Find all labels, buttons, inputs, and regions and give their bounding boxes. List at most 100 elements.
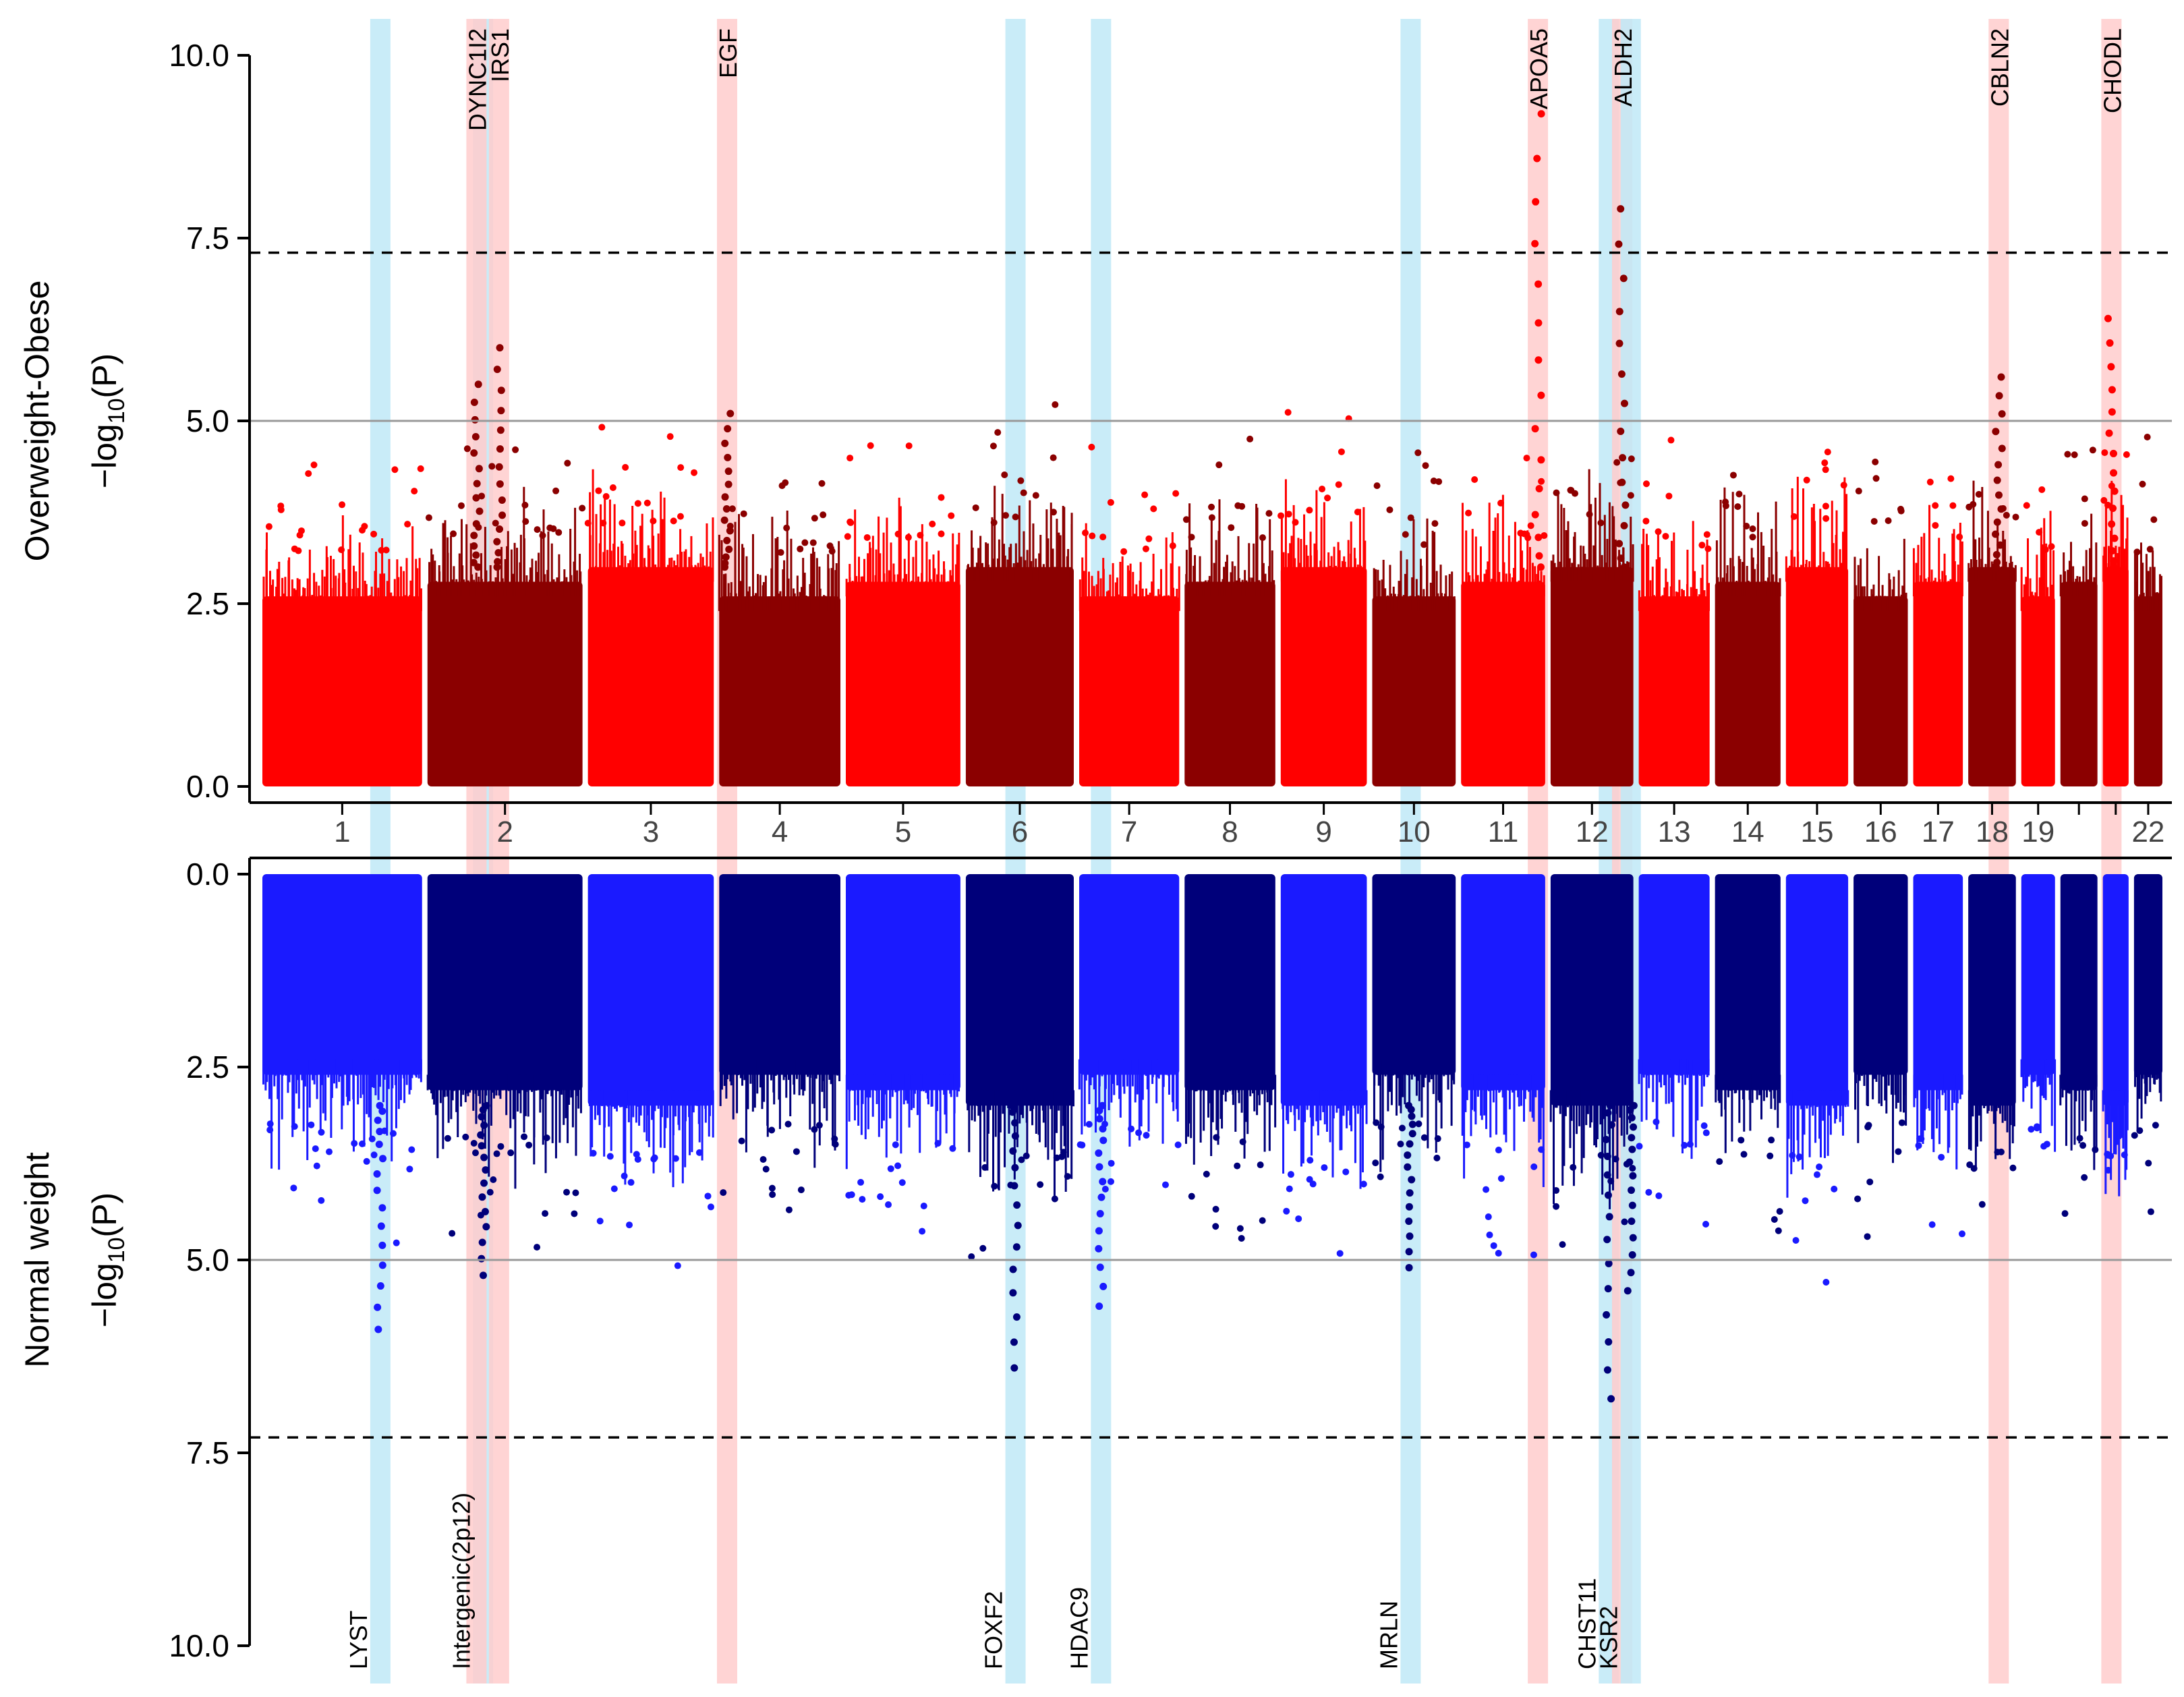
chromosome-6-point: [1001, 471, 1008, 478]
chromosome-7-point: [1142, 545, 1149, 552]
chromosome-11-point: [1485, 1213, 1492, 1221]
peak-egf-point: [722, 553, 730, 561]
chromosome-9-point: [1360, 1180, 1367, 1188]
peak-dync1i2-point: [470, 399, 478, 407]
peak-ksr2-point: [1630, 1123, 1638, 1131]
gene-label-lyst: LYST: [345, 1611, 372, 1669]
chromosome-4-point: [777, 549, 784, 556]
peak-foxf2-point: [1010, 1338, 1018, 1346]
chromosome-6-dense-block: [965, 567, 1074, 786]
chromosome-6-point: [990, 519, 998, 526]
peak-egf-point: [724, 425, 732, 433]
chromosome-1-point: [370, 1151, 378, 1159]
peak-apoa5-point: [1534, 319, 1543, 327]
chromosome-9-point: [1324, 494, 1331, 502]
chromosome-11-point: [1523, 455, 1530, 462]
chromosome-7-dense-block: [1079, 874, 1180, 1075]
peak-chst11-point: [1605, 1338, 1613, 1346]
chromosome-18-dense-block: [1968, 567, 2016, 786]
y-tick-label: 2.5: [186, 586, 229, 621]
peak-aldh2-point: [1615, 339, 1623, 347]
chromosome-3-point: [598, 424, 606, 431]
peak-lyst-point: [376, 1101, 384, 1110]
peak-intergenic-2p12--point: [480, 1179, 488, 1187]
chromosome-8-point: [1238, 502, 1246, 510]
peak-aldh2-point: [1619, 275, 1628, 283]
chromosome-2-point: [507, 1149, 515, 1157]
peak-ksr2-point: [1629, 1172, 1637, 1180]
chromosome-8-point: [1188, 1192, 1195, 1200]
chromosome-label-8: 8: [1222, 815, 1238, 848]
chromosome-12-point: [1612, 1155, 1619, 1163]
chromosome-6-point: [1037, 1181, 1044, 1188]
peak-lyst-point: [375, 1141, 383, 1149]
peak-chst11-point: [1607, 1395, 1615, 1403]
peak-foxf2-point: [1012, 1243, 1021, 1251]
chromosome-10-point: [1435, 478, 1443, 486]
highlight-band-hdac9: [1091, 19, 1112, 1684]
chromosome-17-dense-block: [1913, 874, 1963, 1091]
chromosome-2-point: [534, 1244, 541, 1251]
chromosome-label-22: 22: [2131, 815, 2164, 848]
peak-apoa5-point: [1531, 239, 1539, 248]
peak-egf-point: [721, 439, 729, 447]
chromosome-22-point: [2131, 1132, 2138, 1139]
peak-chodl-point: [2110, 534, 2119, 542]
chromosome-8-point: [1212, 1205, 1219, 1213]
chromosome-label-15: 15: [1800, 815, 1833, 848]
chromosome-9-point: [1342, 1168, 1350, 1176]
chromosome-7-point: [1101, 1186, 1109, 1193]
chromosome-16-point: [1865, 1122, 1872, 1129]
peak-hdac9-point: [1097, 1193, 1105, 1201]
peak-hdac9-point: [1095, 1115, 1103, 1123]
chromosome-13-dense-block: [1638, 596, 1710, 786]
peak-chst11-point: [1603, 1311, 1611, 1319]
chromosome-13-point: [1642, 517, 1650, 525]
chromosome-2-point: [522, 518, 529, 525]
chromosome-1-point: [313, 1162, 320, 1170]
chromosome-15-point: [1824, 449, 1831, 456]
chromosome-22-point: [2136, 1127, 2144, 1134]
peak-lyst-point: [379, 1155, 387, 1163]
chromosome-13-point: [1704, 545, 1712, 552]
chromosome-17-point: [1915, 1142, 1922, 1149]
peak-intergenic-2p12--point: [478, 1142, 486, 1150]
peak-foxf2-point: [1008, 1108, 1016, 1116]
peak-dync1i2-point: [472, 494, 480, 502]
chromosome-7-point: [1141, 491, 1149, 498]
chromosome-7-point: [1161, 1181, 1169, 1188]
chromosome-15-point: [1822, 466, 1829, 473]
chromosome-6-dense-block: [965, 874, 1074, 1106]
chromosome-14-point: [1768, 1137, 1775, 1144]
chromosome-5-point: [949, 1145, 956, 1152]
chromosome-4-point: [759, 1156, 767, 1163]
chromosome-18-point: [1975, 490, 1982, 498]
chromosome-1-point: [312, 1145, 319, 1153]
peak-mrln-point: [1405, 1203, 1413, 1211]
chromosome-22-point: [2144, 434, 2151, 441]
chromosome-4-point: [797, 545, 804, 552]
chromosome-12-point: [1613, 459, 1621, 466]
chromosome-3-point: [606, 1153, 614, 1160]
peak-aldh2-point: [1620, 399, 1628, 407]
chromosome-6-point: [1051, 1195, 1058, 1203]
chromosome-7-point: [1079, 1141, 1086, 1149]
peak-lyst-point: [378, 1261, 386, 1269]
gene-label-cbln2: CBLN2: [1986, 28, 2013, 107]
highlight-band-chodl: [2101, 19, 2122, 1684]
chromosome-13-point: [1700, 1122, 1708, 1129]
chromosome-15-point: [1802, 1197, 1809, 1205]
peak-chodl-point: [2107, 363, 2115, 371]
chromosome-8-point: [1259, 1217, 1266, 1224]
peak-intergenic-2p12--point: [479, 1271, 487, 1279]
peak-aldh2-point: [1620, 563, 1628, 571]
chromosome-14-point: [1740, 1151, 1748, 1158]
chromosome-16-point: [1895, 1148, 1902, 1155]
chromosome-1-point: [393, 1239, 400, 1246]
peak-chst11-point: [1603, 1366, 1611, 1374]
chromosome-3-dense-block: [587, 874, 714, 1106]
chromosome-1-point: [291, 1123, 298, 1130]
chromosome-19-point: [2040, 1143, 2048, 1150]
chromosome-8-point: [1188, 534, 1195, 541]
peak-dync1i2-point: [470, 542, 478, 550]
